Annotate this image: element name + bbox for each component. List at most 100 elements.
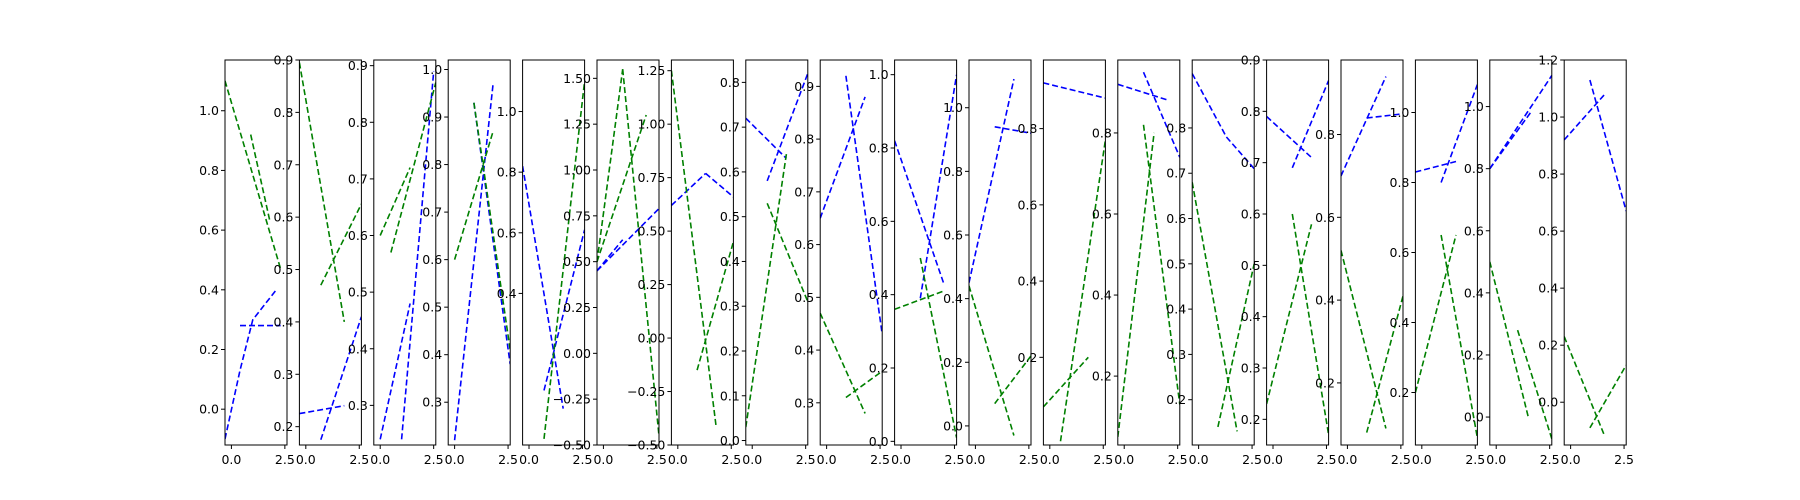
series-line-4 (845, 370, 883, 399)
x-tick-label: 2.5 (1614, 452, 1634, 467)
y-tick-label: 0.9 (274, 53, 294, 68)
series-line-4 (766, 202, 808, 303)
series-line-1 (1117, 83, 1170, 102)
y-tick-label: 0.8 (794, 132, 814, 147)
series-line-4 (1440, 234, 1478, 439)
series-group (1489, 75, 1552, 440)
series-line-2 (766, 73, 808, 182)
series-line-4 (1291, 213, 1329, 435)
axes-frame (1340, 59, 1404, 446)
axes-frame (224, 59, 288, 446)
series-group (225, 80, 282, 440)
y-tick-label: 0.6 (1241, 207, 1261, 222)
y-tick-label: 0.25 (563, 300, 591, 315)
y-tick-label: 0.8 (348, 115, 368, 130)
y-tick-label: 0.7 (1166, 166, 1186, 181)
series-line-4 (1142, 124, 1180, 405)
y-tick-label: 0.7 (794, 184, 814, 199)
subplot-5: 0.40.60.81.00.0 2.5 (497, 59, 592, 467)
y-tick-label: 0.2 (943, 355, 963, 370)
y-tick-label: 0.6 (274, 210, 294, 225)
y-tick-label: 0.2 (1018, 350, 1038, 365)
y-tick-label: 0.6 (869, 214, 889, 229)
x-tick-label: 0.0 (221, 452, 241, 467)
y-tick-label: 1.00 (638, 117, 666, 132)
y-tick-label: 0.8 (199, 163, 219, 178)
y-tick-label: 0.8 (1390, 175, 1410, 190)
series-line-1 (820, 96, 866, 219)
subplot-8: 0.00.10.20.30.40.50.60.70.80.0 2.5 (720, 59, 816, 467)
series-line-3 (894, 290, 945, 311)
x-tick-label: 2.5 (1019, 452, 1039, 467)
y-tick-label: 0.6 (1315, 210, 1335, 225)
y-tick-label: 0.4 (1166, 302, 1186, 317)
x-tick-label: 0.0 (370, 452, 390, 467)
y-tick-label: 0.8 (274, 105, 294, 120)
series-line-3 (225, 80, 282, 270)
y-tick-label: 0.4 (1390, 315, 1410, 330)
series-line-3 (745, 153, 788, 428)
x-tick-label: 0.0 (1412, 452, 1432, 467)
series-line-4 (696, 241, 734, 371)
y-tick-label: 0.25 (638, 277, 666, 292)
y-tick-label: 0.0 (869, 434, 889, 449)
axes-frame (596, 59, 660, 446)
y-tick-label: 0.5 (720, 209, 740, 224)
y-tick-label: 0.2 (199, 342, 219, 357)
subplot-7: −0.50−0.250.000.250.500.751.001.250.0 2.5 (627, 59, 741, 467)
y-tick-label: 0.8 (1241, 104, 1261, 119)
y-tick-label: 0.5 (1166, 256, 1186, 271)
series-line-5 (597, 114, 647, 262)
series-line-3 (1192, 182, 1238, 432)
subplot-4: 0.30.40.50.60.70.80.91.00.0 2.5 (422, 59, 518, 467)
series-line-1 (299, 404, 345, 415)
x-tick-label: 2.5 (1317, 452, 1337, 467)
y-tick-label: 0.4 (869, 287, 889, 302)
series-group (1117, 71, 1180, 437)
axes-frame (1042, 59, 1106, 446)
series-group (894, 74, 957, 438)
y-tick-label: 0.4 (943, 291, 963, 306)
y-tick-label: 0.4 (1464, 285, 1484, 300)
series-line-2 (400, 71, 435, 440)
y-tick-label: −0.50 (553, 438, 591, 453)
series-line-1 (969, 78, 1015, 283)
y-tick-label: 1.0 (199, 103, 219, 118)
x-tick-label: 0.0 (1189, 452, 1209, 467)
series-line-4 (473, 102, 511, 351)
y-tick-label: 0.2 (720, 343, 740, 358)
series-line-2 (1291, 80, 1329, 169)
axes-frame (298, 59, 362, 446)
y-tick-label: 0.7 (720, 120, 740, 135)
subplot-12: 0.20.40.60.80.0 2.5 (1018, 59, 1113, 467)
series-line-3 (1117, 132, 1155, 437)
y-tick-label: 0.4 (794, 343, 814, 358)
series-line-4 (249, 134, 271, 222)
y-tick-label: 0.4 (1241, 309, 1261, 324)
y-tick-label: 1.0 (869, 67, 889, 82)
series-line-4 (390, 82, 436, 253)
y-tick-label: 0.4 (720, 254, 740, 269)
y-tick-label: 1.0 (1390, 105, 1410, 120)
subplot-1: 0.0 0.2 0.4 0.6 0.8 1.0 0.0 2.5 (199, 59, 295, 467)
series-line-3 (1059, 139, 1106, 442)
y-tick-label: 0.2 (1166, 392, 1186, 407)
series-line-2 (320, 316, 362, 441)
x-tick-label: 2.5 (721, 452, 741, 467)
series-line-4 (1589, 364, 1627, 429)
x-tick-label: 2.5 (870, 452, 890, 467)
y-tick-label: 0.6 (1390, 245, 1410, 260)
axes-frame (373, 59, 437, 446)
y-tick-label: 1.0 (943, 100, 963, 115)
y-tick-label: 0.6 (1464, 223, 1484, 238)
y-tick-label: 0.2 (1390, 385, 1410, 400)
axes-frame (1563, 59, 1627, 446)
subplot-14: 0.20.30.40.50.60.70.80.0 2.5 (1166, 59, 1262, 467)
y-tick-label: 0.3 (1241, 361, 1261, 376)
series-group (597, 69, 659, 436)
y-tick-label: 0.4 (1315, 293, 1335, 308)
series-group (1415, 84, 1478, 439)
series-group (1266, 80, 1329, 435)
y-tick-label: 0.6 (1018, 197, 1038, 212)
x-tick-label: 0.0 (1337, 452, 1357, 467)
